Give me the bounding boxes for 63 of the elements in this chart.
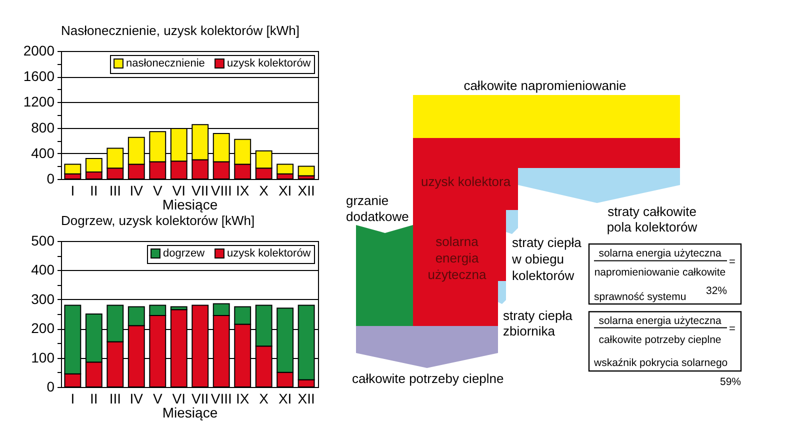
x-tick-label: IX bbox=[236, 390, 250, 406]
text: straty ciepła zbiornika bbox=[503, 308, 574, 338]
x-tick-label: VII bbox=[192, 390, 209, 406]
text: całkowite potrzeby cieplne bbox=[352, 371, 504, 386]
x-tick-label: III bbox=[109, 390, 121, 406]
y-tick-label: 1600 bbox=[23, 68, 55, 84]
legend-label: dogrzew bbox=[163, 248, 205, 260]
y-tick-label: 800 bbox=[31, 119, 55, 136]
x-tick-label: VIII bbox=[210, 182, 232, 198]
y-tick-label: 0 bbox=[46, 378, 55, 394]
chart-title: Dogrzew, uzysk kolektorów [kWh] bbox=[61, 213, 255, 228]
chart-title: Nasłonecznienie, uzysk kolektorów [kWh] bbox=[61, 23, 300, 38]
y-tick-label: 300 bbox=[31, 290, 55, 307]
x-tick-label: II bbox=[90, 182, 98, 198]
x-tick-label: XI bbox=[278, 182, 292, 198]
y-tick-label: 500 bbox=[31, 232, 55, 248]
x-axis-title: Miesiące bbox=[162, 196, 218, 212]
x-tick-label: XI bbox=[278, 390, 292, 406]
x-tick-label: XII bbox=[298, 390, 315, 406]
y-tick-label: 0 bbox=[46, 170, 55, 186]
x-tick-label: I bbox=[70, 390, 75, 406]
text: całkowite potrzeby cieplne bbox=[598, 334, 722, 346]
y-tick-label: 400 bbox=[31, 262, 55, 278]
text: całkowite napromieniowanie bbox=[464, 78, 626, 93]
x-tick-label: VII bbox=[192, 182, 209, 198]
y-tick-label: 1200 bbox=[23, 94, 55, 110]
text: 32% bbox=[706, 285, 727, 297]
x-tick-label: V bbox=[152, 390, 163, 406]
x-tick-label: VI bbox=[172, 182, 186, 198]
y-tick-label: 400 bbox=[31, 144, 55, 161]
text: 59% bbox=[720, 376, 741, 388]
text: = bbox=[729, 256, 736, 268]
x-tick-label: IV bbox=[130, 182, 144, 198]
x-tick-label: X bbox=[259, 390, 270, 406]
text: solarna energia użyteczna bbox=[598, 315, 722, 327]
x-tick-label: X bbox=[259, 182, 270, 198]
text: solarna energia użyteczna bbox=[598, 248, 722, 260]
x-axis-title: Miesiące bbox=[162, 404, 218, 420]
bar bbox=[298, 166, 315, 176]
x-tick-label: XII bbox=[298, 182, 315, 198]
text: uzysk kolektora bbox=[421, 174, 512, 189]
x-tick-label: VIII bbox=[210, 390, 232, 406]
text: = bbox=[729, 323, 736, 335]
x-tick-label: IV bbox=[130, 390, 144, 406]
text: straty całkowite pola kolektorów bbox=[606, 204, 698, 234]
x-tick-label: II bbox=[90, 390, 98, 406]
x-tick-label: III bbox=[109, 182, 121, 198]
x-tick-label: V bbox=[152, 182, 163, 198]
text: napromieniowanie całkowite bbox=[594, 266, 726, 278]
text: grzanie dodatkowe bbox=[346, 193, 409, 224]
y-tick-label: 100 bbox=[31, 349, 55, 366]
text: wskaźnik pokrycia solarnego bbox=[593, 357, 728, 369]
legend-label: nasłonecznienie bbox=[126, 58, 205, 70]
x-tick-label: IX bbox=[236, 182, 250, 198]
legend-label: uzysk kolektorów bbox=[227, 248, 311, 260]
text: sprawność systemu bbox=[594, 291, 686, 303]
y-tick-label: 2000 bbox=[23, 42, 55, 58]
y-tick-label: 200 bbox=[31, 320, 55, 336]
text: solarna energia użyteczna bbox=[428, 234, 488, 282]
x-tick-label: VI bbox=[172, 390, 186, 406]
text: straty ciepła w obiegu kolektorów bbox=[511, 235, 582, 283]
x-tick-label: I bbox=[70, 182, 75, 198]
legend-label: uzysk kolektorów bbox=[227, 58, 311, 70]
